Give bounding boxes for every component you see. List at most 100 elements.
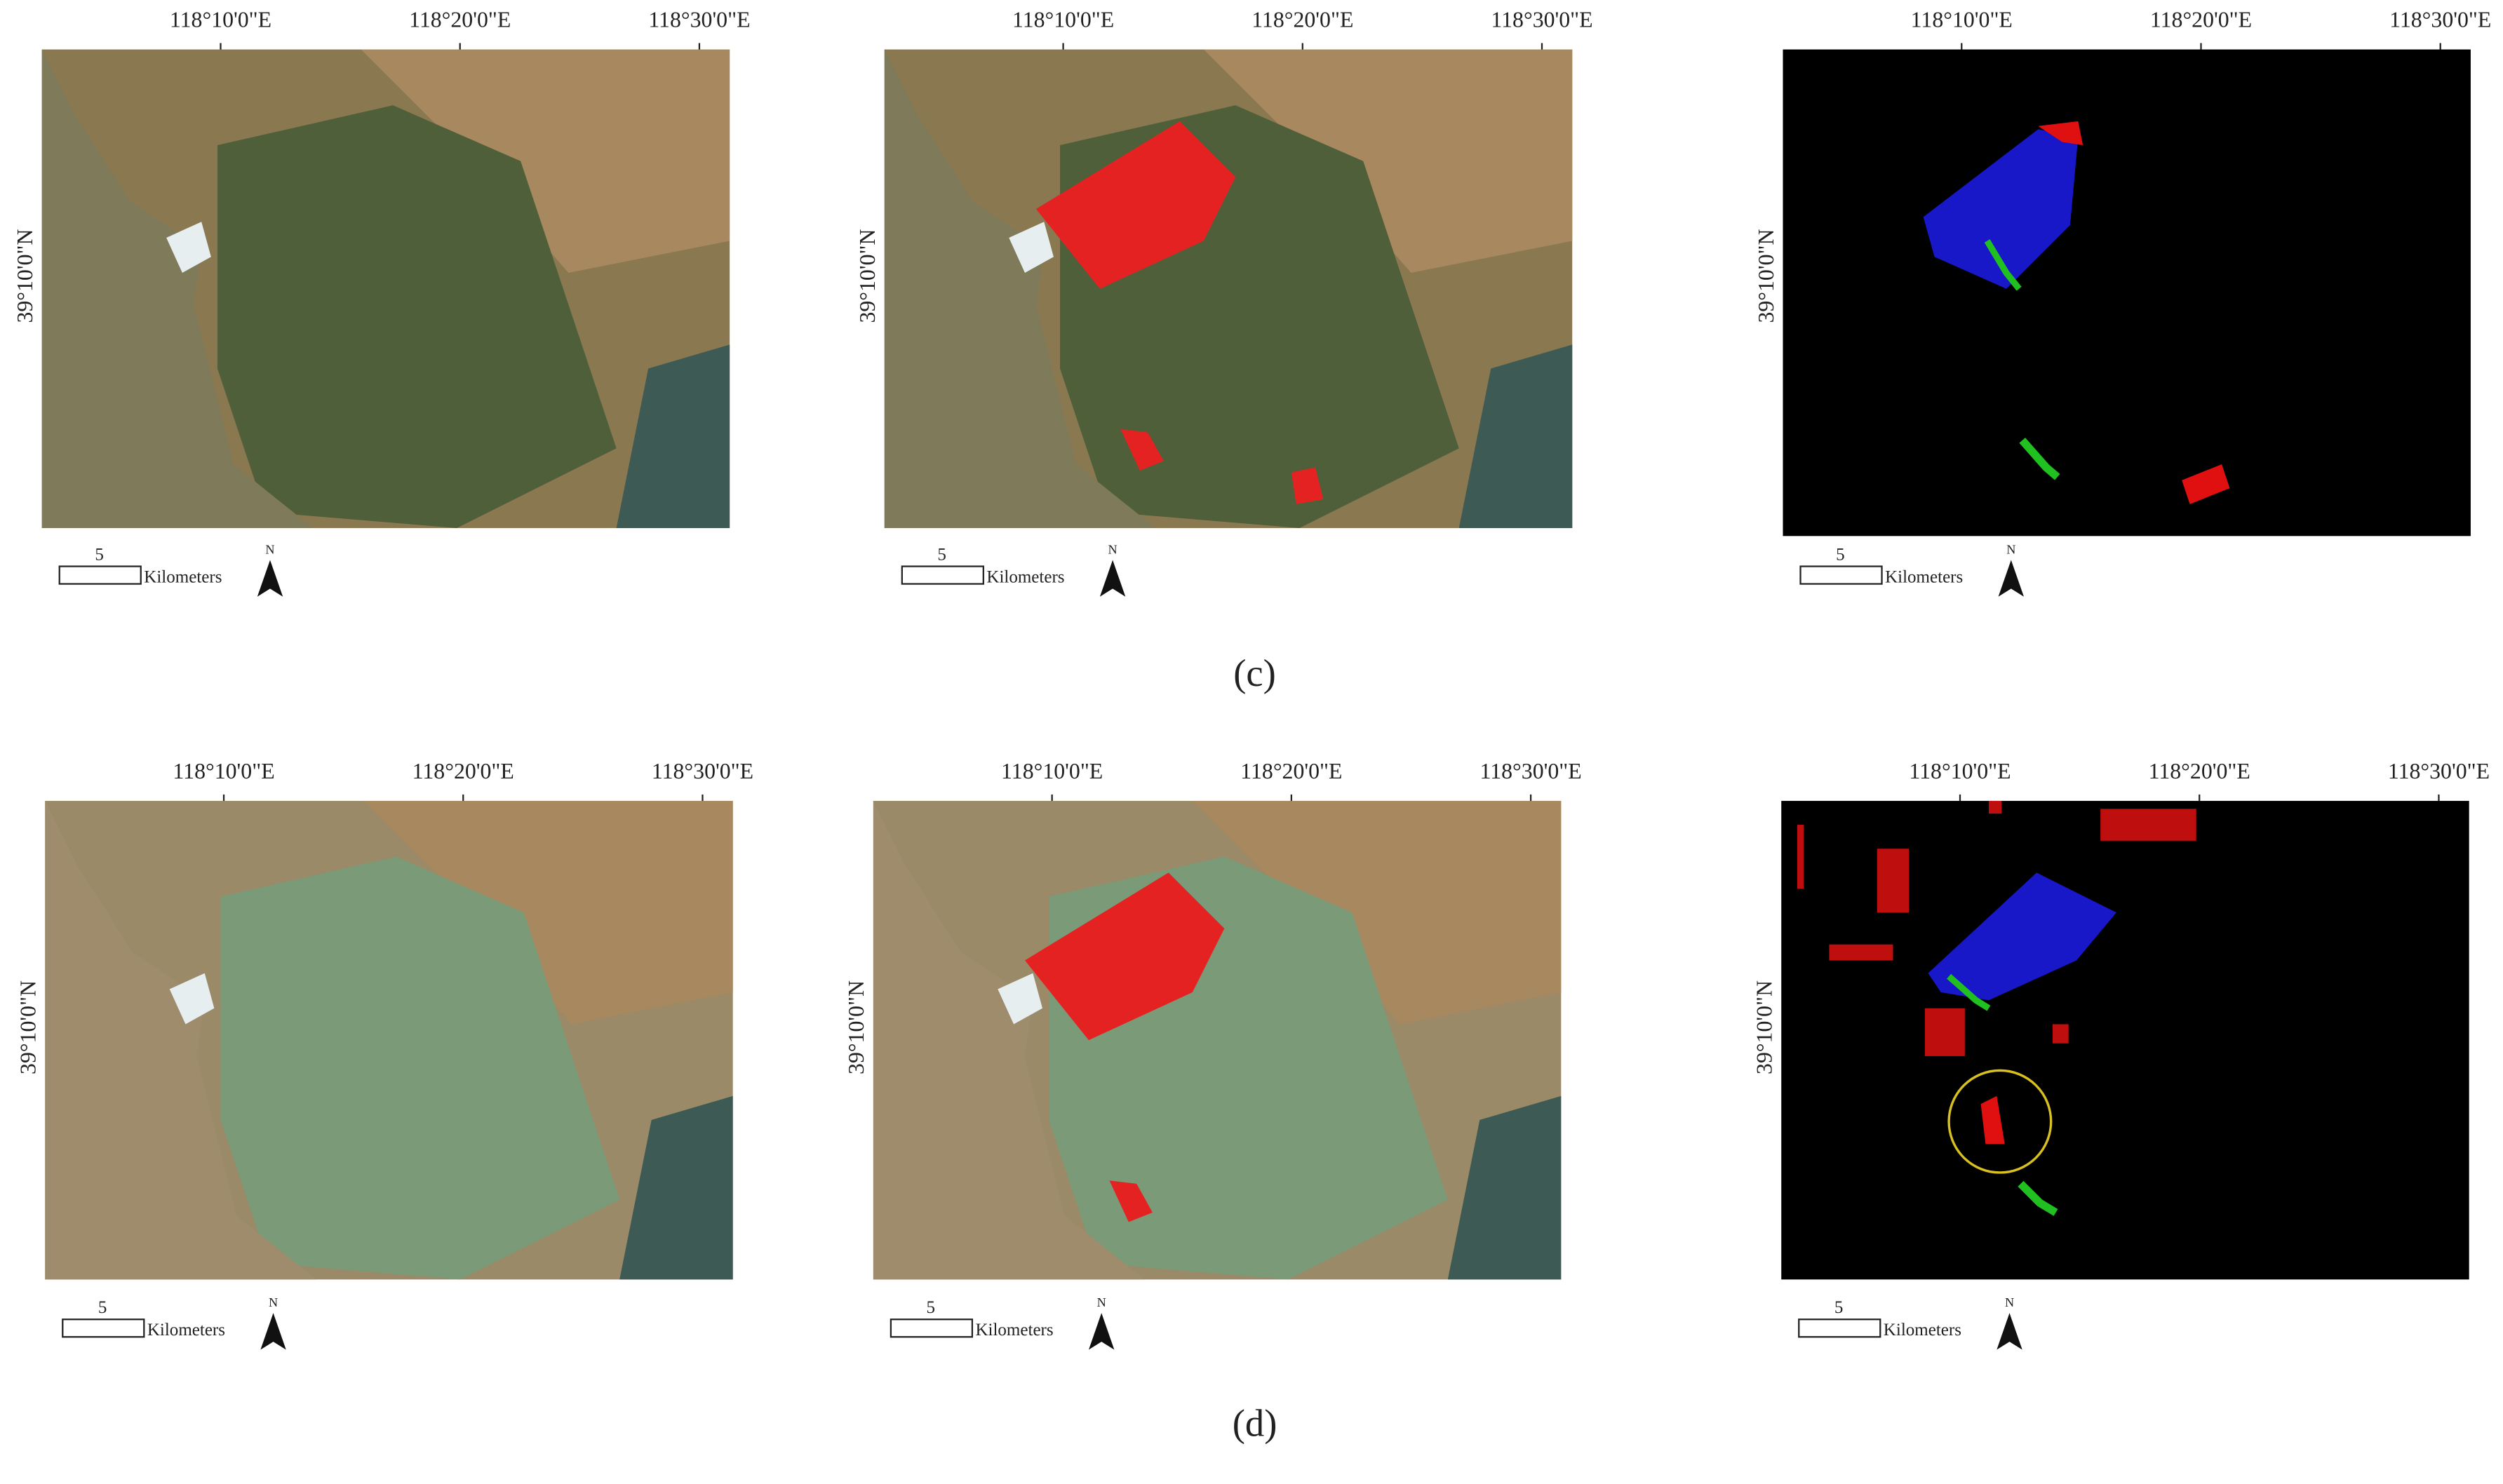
x-tick-label: 118°30'0"E — [1479, 759, 1581, 783]
scale-bar — [1799, 565, 1883, 585]
urban-area — [361, 49, 730, 273]
red-edge — [1980, 1095, 2005, 1145]
map-panel: 118°10'0"E 118°20'0"E 118°30'0"E 39°10'0"N 5… — [1752, 759, 2490, 1350]
red-patch — [1924, 1008, 1965, 1056]
map-panel: 118°10'0"E 118°20'0"E 118°30'0"E 39°10'0"N 5… — [855, 8, 1593, 597]
sea — [884, 49, 1156, 528]
harbor — [619, 1095, 733, 1280]
north-arrow — [1998, 560, 2024, 597]
y-tick-label: 39°10'0"N — [1752, 980, 1777, 1074]
red-patch — [2052, 1024, 2069, 1044]
x-tick-label: 118°10'0"E — [1012, 8, 1114, 32]
y-tick-label: 39°10'0"N — [1754, 229, 1778, 323]
x-tick-label: 118°20'0"E — [2150, 8, 2252, 32]
x-tick-label: 118°30'0"E — [1491, 8, 1592, 32]
x-tick-label: 118°20'0"E — [1240, 759, 1342, 783]
x-tick-label: 118°30'0"E — [2389, 8, 2491, 32]
caption: (c) — [1233, 652, 1276, 694]
scale-unit: Kilometers — [1884, 1321, 1961, 1340]
north-label: N — [269, 1295, 278, 1309]
north-label: N — [1097, 1295, 1106, 1309]
scale-value: 5 — [98, 1298, 107, 1317]
x-tick-label: 118°30'0"E — [648, 8, 750, 32]
north-label: N — [265, 542, 274, 556]
detected-area — [1109, 1180, 1153, 1222]
scale-value: 5 — [95, 545, 104, 564]
blue-area — [1928, 872, 2116, 1001]
pond — [169, 973, 215, 1025]
green-strip — [2018, 1180, 2058, 1216]
caption: (d) — [1233, 1401, 1277, 1444]
north-label: N — [2006, 542, 2015, 556]
x-tick-label: 118°10'0"E — [173, 759, 274, 783]
urban-area — [364, 800, 733, 1025]
map-panel: 118°10'0"E 118°20'0"E 118°30'0"E 39°10'0"N 5… — [1754, 8, 2491, 597]
north-arrow — [260, 1313, 286, 1350]
map-panel: 118°10'0"E 118°20'0"E 118°30'0"E 39°10'0"N 5… — [13, 8, 751, 597]
scale-bar — [890, 1318, 974, 1338]
x-tick-label: 118°20'0"E — [409, 8, 511, 32]
pond — [166, 222, 211, 273]
scale-unit: Kilometers — [147, 1321, 225, 1340]
map-panel: 118°10'0"E 118°20'0"E 118°30'0"E 39°10'0"N 5… — [844, 759, 1582, 1350]
scale-bar — [1798, 1318, 1881, 1338]
scale-unit: Kilometers — [144, 567, 222, 586]
green-strip — [1984, 239, 2022, 291]
north-label: N — [1108, 542, 1118, 556]
scale-value: 5 — [1834, 1298, 1844, 1317]
red-patch — [1797, 825, 1804, 889]
north-arrow — [1088, 1313, 1115, 1350]
red-patch — [1988, 800, 2002, 814]
urban-area — [1203, 49, 1573, 273]
red-patch — [1877, 849, 1910, 913]
detected-area — [1035, 121, 1236, 289]
farmland — [220, 856, 620, 1280]
north-label: N — [2005, 1295, 2014, 1309]
classified-map — [1783, 49, 2471, 537]
harbor — [1458, 344, 1573, 528]
x-tick-label: 118°20'0"E — [412, 759, 514, 783]
scale-unit: Kilometers — [1885, 567, 1963, 586]
x-tick-label: 118°10'0"E — [1909, 759, 2011, 783]
green-strip — [1947, 973, 1991, 1011]
x-tick-label: 118°30'0"E — [652, 759, 753, 783]
scale-unit: Kilometers — [975, 1321, 1053, 1340]
urban-area — [1192, 800, 1562, 1025]
red-patch — [2182, 464, 2230, 504]
pond — [1009, 222, 1054, 273]
scale-bar — [58, 565, 142, 585]
y-tick-label: 39°10'0"N — [16, 980, 41, 1074]
scale-value: 5 — [927, 1298, 936, 1317]
sea — [45, 800, 316, 1280]
blue-area — [1923, 129, 2079, 289]
x-tick-label: 118°30'0"E — [2388, 759, 2490, 783]
x-tick-label: 118°20'0"E — [1252, 8, 1353, 32]
y-tick-label: 39°10'0"N — [855, 229, 880, 323]
red-patch — [2100, 809, 2196, 841]
scale-value: 5 — [1836, 545, 1845, 564]
map-panel: 118°10'0"E 118°20'0"E 118°30'0"E 39°10'0"N 5… — [16, 759, 753, 1350]
harbor — [1447, 1095, 1562, 1280]
pond — [998, 973, 1043, 1025]
detected-area — [1120, 429, 1164, 471]
x-tick-label: 118°10'0"E — [1001, 759, 1103, 783]
detected-area — [1291, 467, 1324, 504]
scale-bar — [62, 1318, 145, 1338]
north-arrow — [1997, 1313, 2022, 1350]
north-arrow — [257, 560, 283, 597]
y-tick-label: 39°10'0"N — [13, 229, 37, 323]
red-patch — [1829, 944, 1893, 961]
x-tick-label: 118°20'0"E — [2149, 759, 2250, 783]
harbor — [616, 344, 730, 528]
scale-unit: Kilometers — [986, 567, 1064, 586]
sea — [41, 49, 314, 528]
y-tick-label: 39°10'0"N — [844, 980, 868, 1074]
scale-bar — [901, 565, 984, 585]
sea — [873, 800, 1145, 1280]
highlight-circle — [1947, 1069, 2053, 1174]
detected-area — [1024, 872, 1225, 1041]
x-tick-label: 118°10'0"E — [170, 8, 271, 32]
farmland — [217, 105, 617, 528]
